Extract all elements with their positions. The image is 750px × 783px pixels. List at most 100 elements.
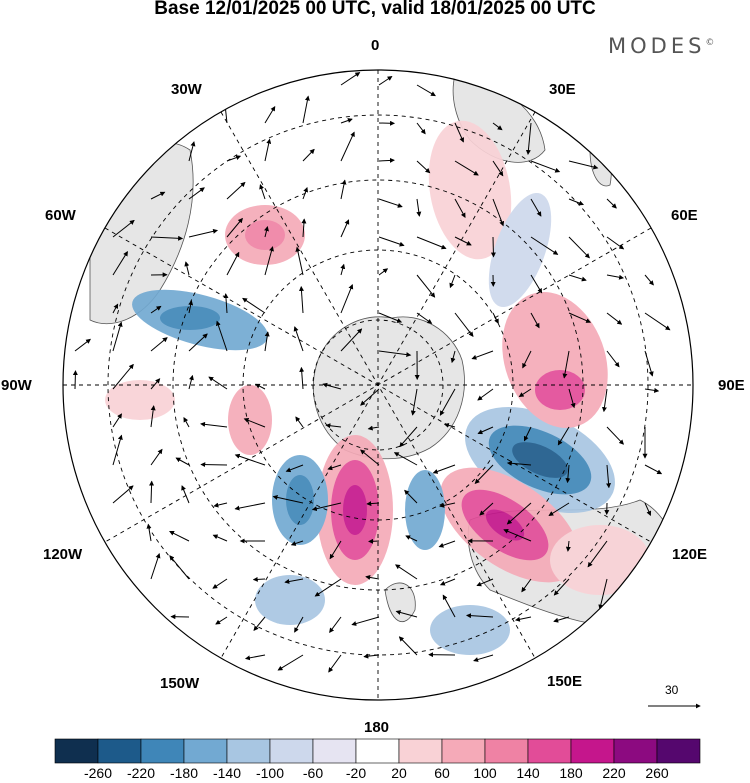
wind-vector xyxy=(416,274,436,298)
wind-vector xyxy=(329,616,342,633)
wind-vector xyxy=(150,305,162,314)
chart-title: Base 12/01/2025 00 UTC, valid 18/01/2025… xyxy=(154,0,596,19)
wind-vector xyxy=(606,350,620,368)
anomaly-pos-6 xyxy=(428,120,512,260)
wind-vector xyxy=(568,312,592,323)
wind-vector xyxy=(226,181,246,200)
wind-vector xyxy=(184,261,190,276)
wind-vector xyxy=(150,448,163,466)
wind-vector xyxy=(492,122,503,131)
wind-vector xyxy=(568,388,576,409)
wind-vector xyxy=(606,464,612,489)
wind-vector xyxy=(606,236,625,250)
wind-vector xyxy=(146,523,152,542)
colorbar-swatch xyxy=(140,738,185,764)
wind-vector xyxy=(553,616,570,623)
wind-vector xyxy=(340,118,353,124)
wind-vector xyxy=(439,388,456,416)
wind-vector xyxy=(72,370,78,390)
colorbar-swatch xyxy=(355,738,400,764)
wind-vector xyxy=(439,502,456,508)
wind-vector xyxy=(454,160,479,176)
wind-vector xyxy=(553,578,570,596)
new-zealand xyxy=(384,582,416,622)
wind-vector xyxy=(395,564,418,580)
lon-label-120w: 120W xyxy=(43,546,83,563)
wind-vector xyxy=(450,350,456,364)
colorbar-tick-label: -20 xyxy=(345,765,367,781)
wind-vector xyxy=(74,338,91,352)
wind-vector xyxy=(606,312,623,325)
wind-vector xyxy=(438,540,456,548)
colorbar-tick-label: 20 xyxy=(391,765,407,781)
anomaly-neg-6 xyxy=(430,605,510,655)
wind-vector xyxy=(606,426,624,445)
wind-vector xyxy=(340,263,346,276)
wind-vector xyxy=(302,95,310,124)
anomaly-pos-center-1 xyxy=(485,509,525,541)
colorbar-tick-label: 100 xyxy=(473,765,497,781)
wind-vector xyxy=(565,464,571,484)
wind-vector xyxy=(366,501,380,507)
anomaly-neg-5 xyxy=(255,575,325,625)
wind-vector xyxy=(272,494,304,504)
wind-vector xyxy=(243,418,266,428)
lon-label-0: 0 xyxy=(371,37,380,54)
wind-vector xyxy=(150,337,168,352)
wind-vector xyxy=(277,654,304,671)
colorbar-swatch xyxy=(54,738,99,764)
wind-vector xyxy=(548,502,570,516)
wind-vector xyxy=(284,578,304,584)
anomaly-neg-center-1 xyxy=(512,442,568,478)
wind-vector xyxy=(294,616,304,633)
wind-vector xyxy=(465,613,494,619)
wind-vector xyxy=(112,434,123,466)
antarctica xyxy=(312,316,465,460)
wind-vector xyxy=(301,218,307,238)
brand-logo: MODES© xyxy=(608,34,714,58)
wind-vector xyxy=(471,350,494,360)
wind-vector xyxy=(340,131,355,162)
wind-vector xyxy=(285,464,304,473)
wind-vector xyxy=(644,274,654,286)
wind-vector xyxy=(314,578,342,597)
colorbar-tick-label: -140 xyxy=(212,765,242,781)
colorbar-swatch xyxy=(226,738,271,764)
anomaly-pos-4b xyxy=(535,370,585,410)
wind-vector xyxy=(311,502,342,512)
wind-vector xyxy=(410,388,418,416)
lon-label-180: 180 xyxy=(364,719,390,736)
colorbar-tick-label: 60 xyxy=(434,765,450,781)
wind-vector xyxy=(644,312,671,331)
wind-vector xyxy=(439,578,456,586)
wind-vector xyxy=(393,452,418,466)
wind-vector xyxy=(405,535,418,542)
wind-vector xyxy=(568,236,590,259)
wind-vector xyxy=(264,246,274,276)
wind-vector xyxy=(226,155,242,162)
anomaly-neg-4b xyxy=(160,306,220,330)
wind-vector xyxy=(295,416,304,428)
wind-vector xyxy=(518,388,532,398)
lon-label-90w: 90W xyxy=(1,377,32,394)
wind-vector xyxy=(244,654,266,661)
wind-vector xyxy=(492,198,505,227)
wind-vector xyxy=(264,105,276,124)
wind-vector xyxy=(112,363,134,390)
wind-vector xyxy=(299,366,305,390)
colorbar-swatch xyxy=(656,738,701,764)
wind-vector xyxy=(473,654,494,662)
wind-vector xyxy=(530,236,559,255)
wind-vector xyxy=(212,534,228,542)
colorbar-tick-label: 260 xyxy=(645,765,669,781)
colorbar-swatch xyxy=(527,738,572,764)
wind-vector xyxy=(492,160,504,177)
wind-vector xyxy=(208,376,228,390)
wind-vector xyxy=(360,388,380,406)
wind-vector xyxy=(188,300,194,314)
wind-vector xyxy=(290,540,304,546)
wind-vector xyxy=(367,425,380,431)
wind-vector xyxy=(530,160,561,173)
wind-vector xyxy=(213,502,228,508)
wind-vector xyxy=(340,328,363,352)
